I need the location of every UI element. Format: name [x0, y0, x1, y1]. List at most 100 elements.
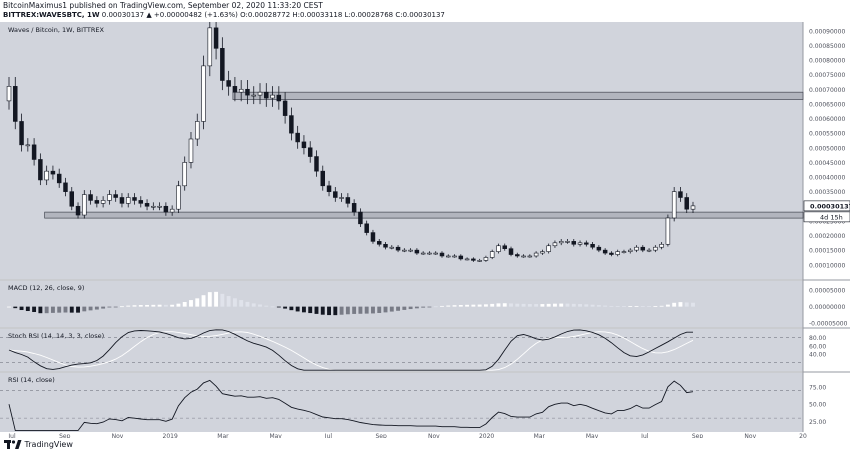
macd-histogram-bar: [13, 306, 18, 309]
macd-histogram-bar: [327, 306, 331, 316]
candle: [220, 48, 225, 81]
candle: [546, 245, 551, 252]
symbol-ohlc-line: BITTREX:WAVESBTC, 1W 0.00030137 ▲ +0.000…: [3, 11, 445, 20]
last-price-box: [803, 200, 850, 212]
publish-info: BitcoinMaximus1 published on TradingView…: [3, 1, 323, 10]
candle: [107, 194, 112, 201]
candle: [364, 223, 369, 233]
pane-4-axis: [803, 373, 850, 432]
candle: [113, 194, 118, 198]
price-axis-tick: 0.00050000: [809, 145, 845, 152]
candle: [584, 242, 589, 245]
candle: [195, 121, 200, 140]
candle: [515, 254, 520, 257]
candle: [427, 252, 432, 255]
macd-histogram-bar: [176, 303, 181, 307]
macd-histogram-bar: [145, 304, 150, 307]
candle: [609, 252, 614, 255]
candle: [540, 251, 545, 254]
macd-histogram-bar: [396, 306, 401, 311]
candle: [420, 252, 426, 255]
candle: [439, 252, 445, 257]
time-axis-tick: May: [269, 433, 282, 438]
candle: [446, 255, 451, 258]
macd-histogram-bar: [615, 306, 620, 307]
time-axis-tick: Nov: [428, 433, 440, 438]
macd-histogram-bar: [314, 306, 319, 314]
candle: [458, 255, 464, 260]
price-axis-tick: 0.00085000: [809, 43, 845, 50]
candle: [157, 205, 162, 208]
candle: [376, 241, 382, 245]
macd-histogram-bar: [301, 306, 306, 313]
candle: [307, 147, 313, 157]
chart-canvas[interactable]: Waves / Bitcoin, 1W, BITTREX 0.00090000 0.…: [0, 22, 850, 438]
candle: [596, 246, 602, 251]
price-axis-tick: 0.00090000: [809, 28, 845, 35]
price-axis-tick: 0.00015000: [809, 248, 845, 255]
macd-histogram-bar: [138, 305, 143, 307]
macd-histogram-bar: [88, 306, 93, 311]
macd-histogram-bar: [653, 305, 658, 307]
macd-histogram-bar: [182, 301, 187, 307]
time-axis-tick: Jul: [324, 433, 333, 438]
candle: [489, 251, 495, 258]
macd-histogram-bar: [603, 305, 608, 307]
symbol-label: BITTREX:WAVESBTC, 1W: [3, 11, 100, 19]
macd-histogram-bar: [458, 305, 463, 307]
candle: [138, 200, 144, 204]
candle: [144, 203, 150, 207]
macd-histogram-bar: [258, 304, 262, 307]
candle: [552, 242, 558, 247]
candle: [88, 194, 93, 201]
macd-histogram-bar: [94, 306, 99, 310]
macd-histogram-bar: [515, 303, 520, 307]
macd-histogram-bar: [496, 303, 501, 307]
macd-histogram-bar: [239, 300, 244, 307]
candle: [533, 252, 539, 257]
candle: [339, 197, 344, 199]
price-axis-tick: 0.00040000: [809, 175, 845, 182]
candle: [389, 246, 395, 249]
candle: [301, 141, 307, 149]
macd-histogram-bar: [170, 304, 175, 307]
tradingview-brand: TradingView: [24, 440, 73, 449]
candle: [282, 100, 288, 116]
candle: [358, 211, 363, 225]
candle: [659, 243, 664, 248]
macd-histogram-bar: [345, 306, 350, 315]
countdown-box: [803, 211, 850, 223]
tradingview-logo: TradingView: [4, 440, 73, 449]
macd-histogram-bar: [678, 302, 683, 307]
rsi-title: RSI (14, close): [8, 376, 55, 384]
candle: [665, 217, 671, 245]
candle: [251, 94, 256, 97]
candle: [314, 156, 319, 172]
pane-3-axis: [803, 329, 850, 371]
candle: [169, 208, 175, 213]
candle: [188, 138, 194, 163]
support-resistance-zone-2: [44, 211, 804, 219]
pane-2-background: [0, 281, 803, 327]
candle: [94, 200, 100, 204]
candle: [521, 255, 526, 258]
candle: [270, 94, 275, 99]
macd-histogram-bar: [446, 305, 451, 307]
last-price-label: 0.00030137: [810, 202, 850, 210]
candle: [333, 191, 338, 198]
candle: [502, 245, 507, 249]
candle: [452, 255, 457, 258]
price-axis-tick: 0.00035000: [809, 189, 845, 196]
candle: [176, 185, 181, 210]
macd-histogram-bar: [521, 303, 526, 307]
candle: [496, 245, 501, 252]
candle: [213, 27, 219, 49]
macd-histogram-bar: [389, 306, 394, 312]
macd-histogram-bar: [151, 304, 156, 307]
macd-histogram-bar: [38, 306, 43, 314]
macd-histogram-bar: [546, 303, 551, 307]
macd-histogram-bar: [609, 305, 614, 307]
macd-histogram-bar: [414, 306, 419, 309]
chart-header: BitcoinMaximus1 published on TradingView…: [0, 0, 850, 22]
macd-histogram-bar: [433, 306, 438, 308]
